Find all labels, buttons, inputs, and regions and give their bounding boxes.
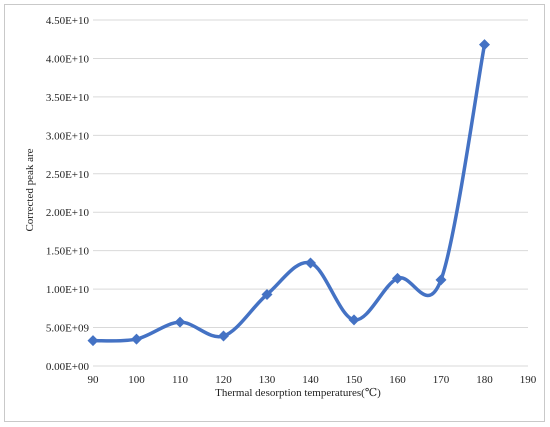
data-point-5	[305, 257, 316, 269]
x-tick-label-4: 130	[259, 374, 276, 386]
x-tick-label-0: 90	[88, 374, 100, 386]
data-point-3	[218, 330, 229, 342]
y-tick-label-3: 1.50E+10	[46, 246, 90, 258]
data-point-6	[348, 314, 360, 326]
data-point-7	[392, 272, 403, 284]
x-tick-label-3: 120	[215, 374, 232, 386]
gridlines	[93, 19, 528, 367]
y-tick-label-6: 3.00E+10	[46, 130, 90, 142]
y-axis-title: Corrected peak are	[24, 148, 36, 231]
x-tick-labels: 90 100 110 120 130 140 150 160 170 180 190	[88, 374, 537, 386]
x-tick-label-2: 110	[172, 374, 189, 386]
x-tick-label-9: 180	[476, 374, 493, 386]
data-point-9	[479, 39, 490, 51]
y-tick-label-7: 3.50E+10	[46, 92, 90, 104]
x-axis-title: Thermal desorption temperatures(℃)	[215, 387, 381, 399]
x-tick-label-5: 140	[302, 374, 319, 386]
y-tick-label-2: 1.00E+10	[46, 284, 90, 296]
data-point-8	[435, 274, 447, 286]
y-tick-labels: 0.00E+00 5.00E+09 1.00E+10 1.50E+10 2.00E+10…	[46, 15, 90, 373]
y-tick-label-1: 5.00E+09	[46, 323, 90, 335]
data-point-1	[131, 333, 142, 345]
y-tick-label-9: 4.50E+10	[46, 15, 90, 27]
x-tick-label-6: 150	[346, 374, 363, 386]
y-tick-label-5: 2.50E+10	[46, 169, 90, 181]
y-tick-label-4: 2.00E+10	[46, 207, 90, 219]
series-layer	[87, 39, 490, 347]
data-point-2	[174, 316, 186, 328]
data-point-0	[87, 335, 99, 347]
series-line-0	[91, 42, 487, 343]
data-point-4	[261, 288, 273, 300]
x-tick-label-7: 160	[389, 374, 406, 386]
x-tick-label-1: 100	[128, 374, 145, 386]
x-tick-label-8: 170	[433, 374, 450, 386]
x-tick-label-10: 190	[520, 374, 537, 386]
y-tick-label-8: 4.00E+10	[46, 53, 90, 65]
y-tick-label-0: 0.00E+00	[46, 361, 90, 373]
